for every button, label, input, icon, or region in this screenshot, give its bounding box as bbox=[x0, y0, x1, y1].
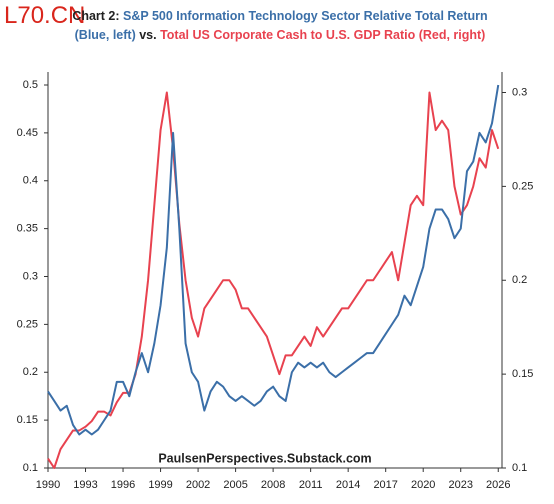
annotation: PaulsenPerspectives.Substack.com bbox=[158, 451, 371, 465]
x-tick-label: 2011 bbox=[299, 479, 323, 491]
x-tick-label: 2020 bbox=[411, 479, 435, 491]
y2-tick-label: 0.25 bbox=[512, 180, 533, 192]
x-tick-label: 1996 bbox=[111, 479, 135, 491]
x-tick-label: 1999 bbox=[148, 479, 172, 491]
x-tick-label: 2017 bbox=[373, 479, 397, 491]
title-series: Total US Corporate Cash to U.S. GDP Rati… bbox=[160, 28, 486, 42]
y-tick-label: 0.35 bbox=[17, 223, 38, 235]
x-tick-label: 2023 bbox=[448, 479, 472, 491]
x-tick-label: 2014 bbox=[336, 479, 360, 491]
series-line bbox=[47, 84, 500, 436]
x-tick-label: 2002 bbox=[186, 479, 210, 491]
chart-title: Chart 2: S&P 500 Information Technology … bbox=[70, 7, 490, 45]
watermark: L70.CN bbox=[4, 2, 86, 29]
y-tick-label: 0.5 bbox=[23, 79, 38, 91]
title-series: S&P 500 Information Technology Sector Re… bbox=[74, 9, 488, 42]
y2-tick-label: 0.15 bbox=[512, 368, 533, 380]
y-tick-label: 0.2 bbox=[23, 366, 38, 378]
y2-tick-label: 0.1 bbox=[512, 462, 527, 474]
y2-tick-label: 0.3 bbox=[512, 86, 527, 98]
y-tick-label: 0.4 bbox=[23, 175, 38, 187]
x-tick-label: 2005 bbox=[223, 479, 247, 491]
title-joiner: vs. bbox=[139, 28, 157, 42]
y-tick-label: 0.15 bbox=[17, 414, 38, 426]
x-tick-label: 1993 bbox=[73, 479, 97, 491]
y-tick-label: 0.25 bbox=[17, 318, 38, 330]
x-tick-label: 2026 bbox=[486, 479, 510, 491]
title-prefix: Chart 2: bbox=[72, 9, 120, 23]
series-line bbox=[47, 91, 500, 469]
y2-tick-label: 0.2 bbox=[512, 274, 527, 286]
x-tick-label: 2008 bbox=[261, 479, 285, 491]
y-tick-label: 0.3 bbox=[23, 270, 38, 282]
y-tick-label: 0.45 bbox=[17, 127, 38, 139]
y-tick-label: 0.1 bbox=[23, 462, 38, 474]
x-tick-label: 1990 bbox=[36, 479, 60, 491]
